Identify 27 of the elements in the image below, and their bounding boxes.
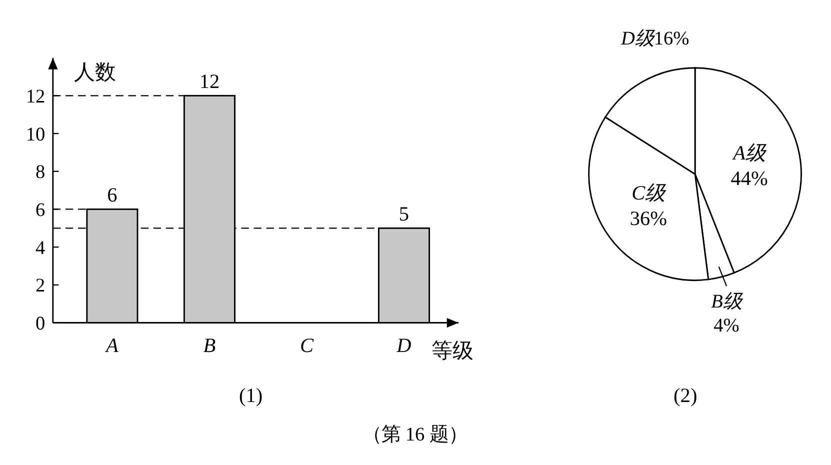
slice-label: B级 xyxy=(711,291,744,312)
y-tick-label: 8 xyxy=(36,162,46,184)
y-tick-label: 10 xyxy=(26,124,46,146)
x-tick-label: D xyxy=(396,334,412,357)
text: (1) xyxy=(239,384,263,407)
x-tick-label: A xyxy=(104,334,120,357)
y-tick-label: 6 xyxy=(36,200,46,221)
data-label: 5 xyxy=(398,203,410,226)
x-tick-label: C xyxy=(300,334,314,357)
y-tick-label: 0 xyxy=(36,314,46,335)
y-axis-title: 人数 xyxy=(74,60,116,84)
x-tick-label: B xyxy=(203,334,216,357)
x-axis-title: 等级 xyxy=(431,338,474,363)
data-label: 36% xyxy=(630,208,668,230)
data-label: 6 xyxy=(107,184,118,207)
y-tick-label: 12 xyxy=(26,86,46,108)
slice-label: D级 xyxy=(620,28,656,50)
text: (2) xyxy=(674,384,698,407)
y-tick-label: 4 xyxy=(36,238,46,259)
data-label: 4% xyxy=(714,315,740,336)
data-label: 44% xyxy=(730,168,768,190)
text: （第 16 题） xyxy=(362,424,468,446)
slice-label: C级 xyxy=(632,182,668,205)
slice-label: A级 xyxy=(731,142,768,165)
y-tick-label: 2 xyxy=(36,276,46,297)
data-label: 16% xyxy=(654,28,690,50)
data-label: 12 xyxy=(199,70,220,93)
